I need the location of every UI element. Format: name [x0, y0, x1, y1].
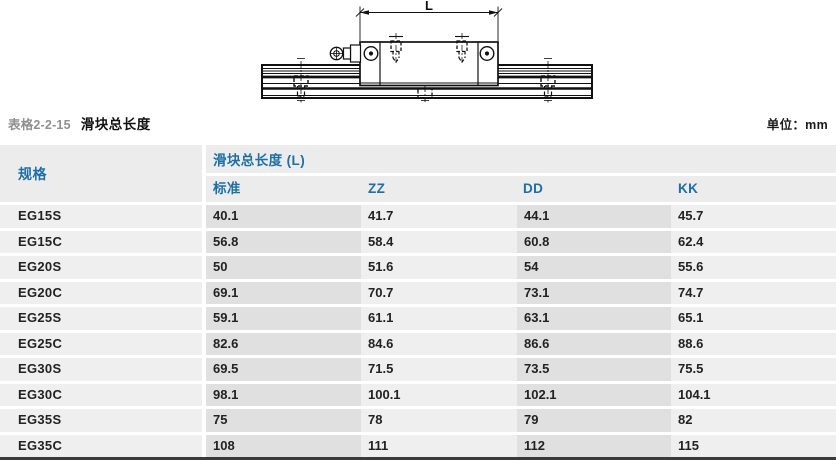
cell-dd: 60.8	[517, 230, 671, 253]
cell-zz: 70.7	[361, 281, 517, 304]
cell-zz: 58.4	[361, 230, 517, 253]
cell-zz: 61.1	[361, 307, 517, 330]
subheader-standard: 标准	[213, 181, 241, 196]
table-row: EG25S 59.1 61.1 63.1 65.1	[0, 307, 836, 330]
group-header-strip: 滑块总长度 (L)	[206, 145, 836, 173]
cell-spec: EG25S	[0, 307, 202, 330]
cell-spec: EG35C	[0, 434, 202, 457]
table-body: EG15S 40.1 41.7 44.1 45.7 EG15C 56.8 58.4 60.8 62…	[0, 205, 836, 457]
guide-block-diagram: L	[261, 0, 593, 103]
group-header-label: 滑块总长度 (L)	[213, 153, 306, 168]
subheader-dd: DD	[523, 181, 544, 196]
cell-spec: EG30C	[0, 383, 202, 406]
cell-dd: 102.1	[517, 383, 671, 406]
cell-std: 40.1	[206, 205, 361, 228]
cell-kk: 104.1	[671, 383, 836, 406]
cell-dd: 112	[517, 434, 671, 457]
cell-std: 50	[206, 256, 361, 279]
block-bolt-hole-right	[455, 33, 469, 64]
cell-std: 69.1	[206, 281, 361, 304]
rail-bolt-center	[417, 86, 433, 102]
cell-spec: EG20C	[0, 281, 202, 304]
cell-dd: 73.1	[517, 281, 671, 304]
slider-block	[359, 41, 499, 87]
rail-bolt-right	[540, 58, 556, 103]
cell-spec: EG15S	[0, 205, 202, 228]
cell-std: 69.5	[206, 358, 361, 381]
cell-spec: EG25C	[0, 332, 202, 355]
cell-kk: 45.7	[671, 205, 836, 228]
cell-dd: 79	[517, 409, 671, 432]
subheader-strip: 标准 ZZ DD KK	[206, 176, 836, 202]
table-row: EG15S 40.1 41.7 44.1 45.7	[0, 205, 836, 228]
cell-std: 56.8	[206, 230, 361, 253]
cell-zz: 51.6	[361, 256, 517, 279]
spec-header-label: 规格	[18, 165, 47, 182]
table-row: EG20C 69.1 70.7 73.1 74.7	[0, 281, 836, 304]
cell-zz: 84.6	[361, 332, 517, 355]
subheader-kk: KK	[678, 181, 699, 196]
cell-dd: 73.5	[517, 358, 671, 381]
table-caption-bar: 表格2-2-15 滑块总长度 单位：mm	[8, 113, 828, 137]
table-row: EG30S 69.5 71.5 73.5 75.5	[0, 358, 836, 381]
cell-dd: 63.1	[517, 307, 671, 330]
cell-kk: 62.4	[671, 230, 836, 253]
cell-dd: 54	[517, 256, 671, 279]
block-bolt-hole-left	[389, 33, 403, 64]
cell-kk: 88.6	[671, 332, 836, 355]
cell-zz: 100.1	[361, 383, 517, 406]
spec-column-header: 规格	[0, 145, 202, 202]
table-row: EG30C 98.1 100.1 102.1 104.1	[0, 383, 836, 406]
cell-std: 75	[206, 409, 361, 432]
cell-spec: EG35S	[0, 409, 202, 432]
cell-zz: 41.7	[361, 205, 517, 228]
cell-dd: 44.1	[517, 205, 671, 228]
unit-label: 单位：mm	[766, 118, 828, 132]
table-header: 规格 滑块总长度 (L) 标准 ZZ DD KK	[0, 145, 836, 202]
cell-spec: EG30S	[0, 358, 202, 381]
cell-kk: 65.1	[671, 307, 836, 330]
table-title: 滑块总长度	[80, 117, 151, 132]
cell-kk: 75.5	[671, 358, 836, 381]
table-row: EG35C 108 111 112 115	[0, 434, 836, 457]
cell-std: 59.1	[206, 307, 361, 330]
table-number: 表格2-2-15	[8, 118, 71, 132]
table-caption: 表格2-2-15 滑块总长度	[8, 113, 151, 133]
header-divider	[206, 173, 836, 176]
table-row: EG15C 56.8 58.4 60.8 62.4	[0, 230, 836, 253]
cell-dd: 86.6	[517, 332, 671, 355]
cell-kk: 115	[671, 434, 836, 457]
cell-zz: 111	[361, 434, 517, 457]
cell-zz: 71.5	[361, 358, 517, 381]
cell-spec: EG20S	[0, 256, 202, 279]
dimension-label: L	[425, 0, 433, 13]
table-bottom-border	[0, 457, 836, 460]
table-row: EG20S 50 51.6 54 55.6	[0, 256, 836, 279]
cell-std: 82.6	[206, 332, 361, 355]
linear-guide-drawing: L	[0, 0, 836, 108]
cell-zz: 78	[361, 409, 517, 432]
subheader-zz: ZZ	[368, 181, 386, 196]
table-row: EG35S 75 78 79 82	[0, 409, 836, 432]
cell-spec: EG15C	[0, 230, 202, 253]
cell-kk: 55.6	[671, 256, 836, 279]
rail-bolt-left	[293, 58, 309, 103]
cell-kk: 74.7	[671, 281, 836, 304]
cell-std: 108	[206, 434, 361, 457]
grease-nipple	[329, 44, 362, 63]
cell-std: 98.1	[206, 383, 361, 406]
cell-kk: 82	[671, 409, 836, 432]
dimension-L: L	[355, 0, 503, 41]
table-row: EG25C 82.6 84.6 86.6 88.6	[0, 332, 836, 355]
length-header-group: 滑块总长度 (L) 标准 ZZ DD KK	[206, 145, 836, 202]
